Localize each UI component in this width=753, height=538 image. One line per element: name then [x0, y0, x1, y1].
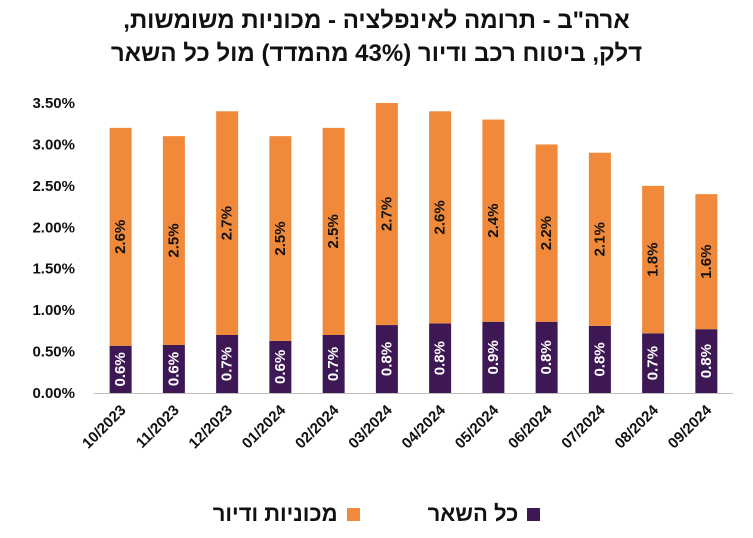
y-tick-label: 1.50% [32, 261, 75, 278]
bar-segment-other [695, 329, 718, 393]
y-tick-label: 2.00% [32, 219, 75, 236]
data-label-other: 0.8% [538, 340, 555, 374]
bar-segment-other [588, 325, 611, 393]
bar-segment-other [535, 321, 558, 393]
chart-title-line-2: דלק, ביטוח רכב ודיור (43% מהמדד) מול כל … [110, 40, 643, 67]
x-tick-label: 01/2024 [239, 401, 290, 452]
legend-label-cars-housing: מכוניות ודיור [212, 501, 338, 526]
data-label-other: 0.8% [378, 342, 395, 376]
bar-segment-other [216, 335, 239, 393]
legend-item-other: כל השאר [428, 501, 541, 527]
data-label-other: 0.9% [485, 340, 502, 374]
x-tick-label: 09/2024 [665, 401, 716, 452]
data-label-other: 0.7% [645, 346, 662, 380]
y-tick-label: 0.50% [32, 344, 75, 361]
y-tick-label: 3.00% [32, 136, 75, 153]
bar-segment-cars-housing [429, 111, 452, 324]
bar-segment-cars-housing [695, 194, 718, 330]
bar-segment-other [482, 321, 505, 393]
chart-title: ארה"ב - תרומה לאינפלציה - מכוניות משומשו… [0, 4, 753, 70]
data-label-other: 0.8% [591, 342, 608, 376]
bar-segment-cars-housing [482, 119, 505, 322]
bar-segment-other [162, 344, 185, 393]
x-tick-label: 02/2024 [292, 401, 343, 452]
y-tick-label: 1.00% [32, 302, 75, 319]
data-label-cars-housing: 2.4% [485, 204, 502, 238]
x-tick-label: 05/2024 [452, 401, 503, 452]
legend-label-other: כל השאר [427, 501, 519, 526]
bar-segment-cars-housing [535, 144, 558, 322]
data-label-other: 0.8% [698, 344, 715, 378]
data-label-other: 0.7% [219, 347, 236, 381]
bar-segment-cars-housing [375, 103, 398, 326]
data-label-cars-housing: 2.5% [325, 214, 342, 248]
data-label-other: 0.7% [325, 347, 342, 381]
x-tick-label: 11/2023 [133, 402, 183, 452]
x-tick-label: 08/2024 [612, 401, 663, 452]
x-tick-label: 12/2023 [186, 402, 236, 452]
data-label-other: 0.8% [432, 341, 449, 375]
bar-segment-other [429, 323, 452, 393]
legend-swatch-other [527, 507, 541, 521]
x-tick-label: 07/2024 [558, 401, 609, 452]
y-tick-label: 2.50% [32, 178, 75, 195]
y-tick-label: 0.00% [32, 385, 75, 402]
x-tick-label: 10/2023 [79, 402, 129, 452]
data-label-other: 0.6% [272, 350, 289, 384]
bar-segment-other [109, 345, 132, 393]
legend-item-cars-housing: מכוניות ודיור [213, 501, 360, 527]
bar-segment-cars-housing [162, 136, 185, 345]
data-label-cars-housing: 2.7% [219, 206, 236, 240]
chart-title-line-1: ארה"ב - תרומה לאינפלציה - מכוניות משומשו… [123, 7, 630, 34]
bar-segment-cars-housing [322, 127, 345, 335]
x-tick-label: 06/2024 [505, 401, 556, 452]
y-tick-label: 3.50% [32, 95, 75, 112]
bar-segment-cars-housing [269, 136, 292, 341]
x-tick-label: 03/2024 [345, 401, 396, 452]
data-label-cars-housing: 2.5% [165, 223, 182, 257]
bar-segment-cars-housing [642, 185, 665, 334]
legend-swatch-cars-housing [346, 507, 360, 521]
data-label-cars-housing: 2.1% [591, 222, 608, 256]
data-label-cars-housing: 1.8% [645, 242, 662, 276]
bar-segment-other [322, 335, 345, 393]
data-label-cars-housing: 2.2% [538, 216, 555, 250]
data-label-cars-housing: 2.6% [432, 200, 449, 234]
bar-segment-other [269, 340, 292, 393]
bar-segment-other [642, 333, 665, 393]
bar-segment-cars-housing [588, 152, 611, 326]
bar-segment-cars-housing [109, 127, 132, 346]
data-label-cars-housing: 1.6% [698, 245, 715, 279]
data-label-cars-housing: 2.6% [112, 220, 129, 254]
x-tick-label: 04/2024 [399, 401, 450, 452]
bar-segment-cars-housing [216, 111, 239, 336]
bar-segment-other [375, 325, 398, 393]
data-label-cars-housing: 2.7% [378, 197, 395, 231]
data-label-other: 0.6% [112, 352, 129, 386]
data-label-other: 0.6% [165, 352, 182, 386]
chart-legend: כל השאר מכוניות ודיור [0, 497, 753, 531]
data-label-cars-housing: 2.5% [272, 221, 289, 255]
